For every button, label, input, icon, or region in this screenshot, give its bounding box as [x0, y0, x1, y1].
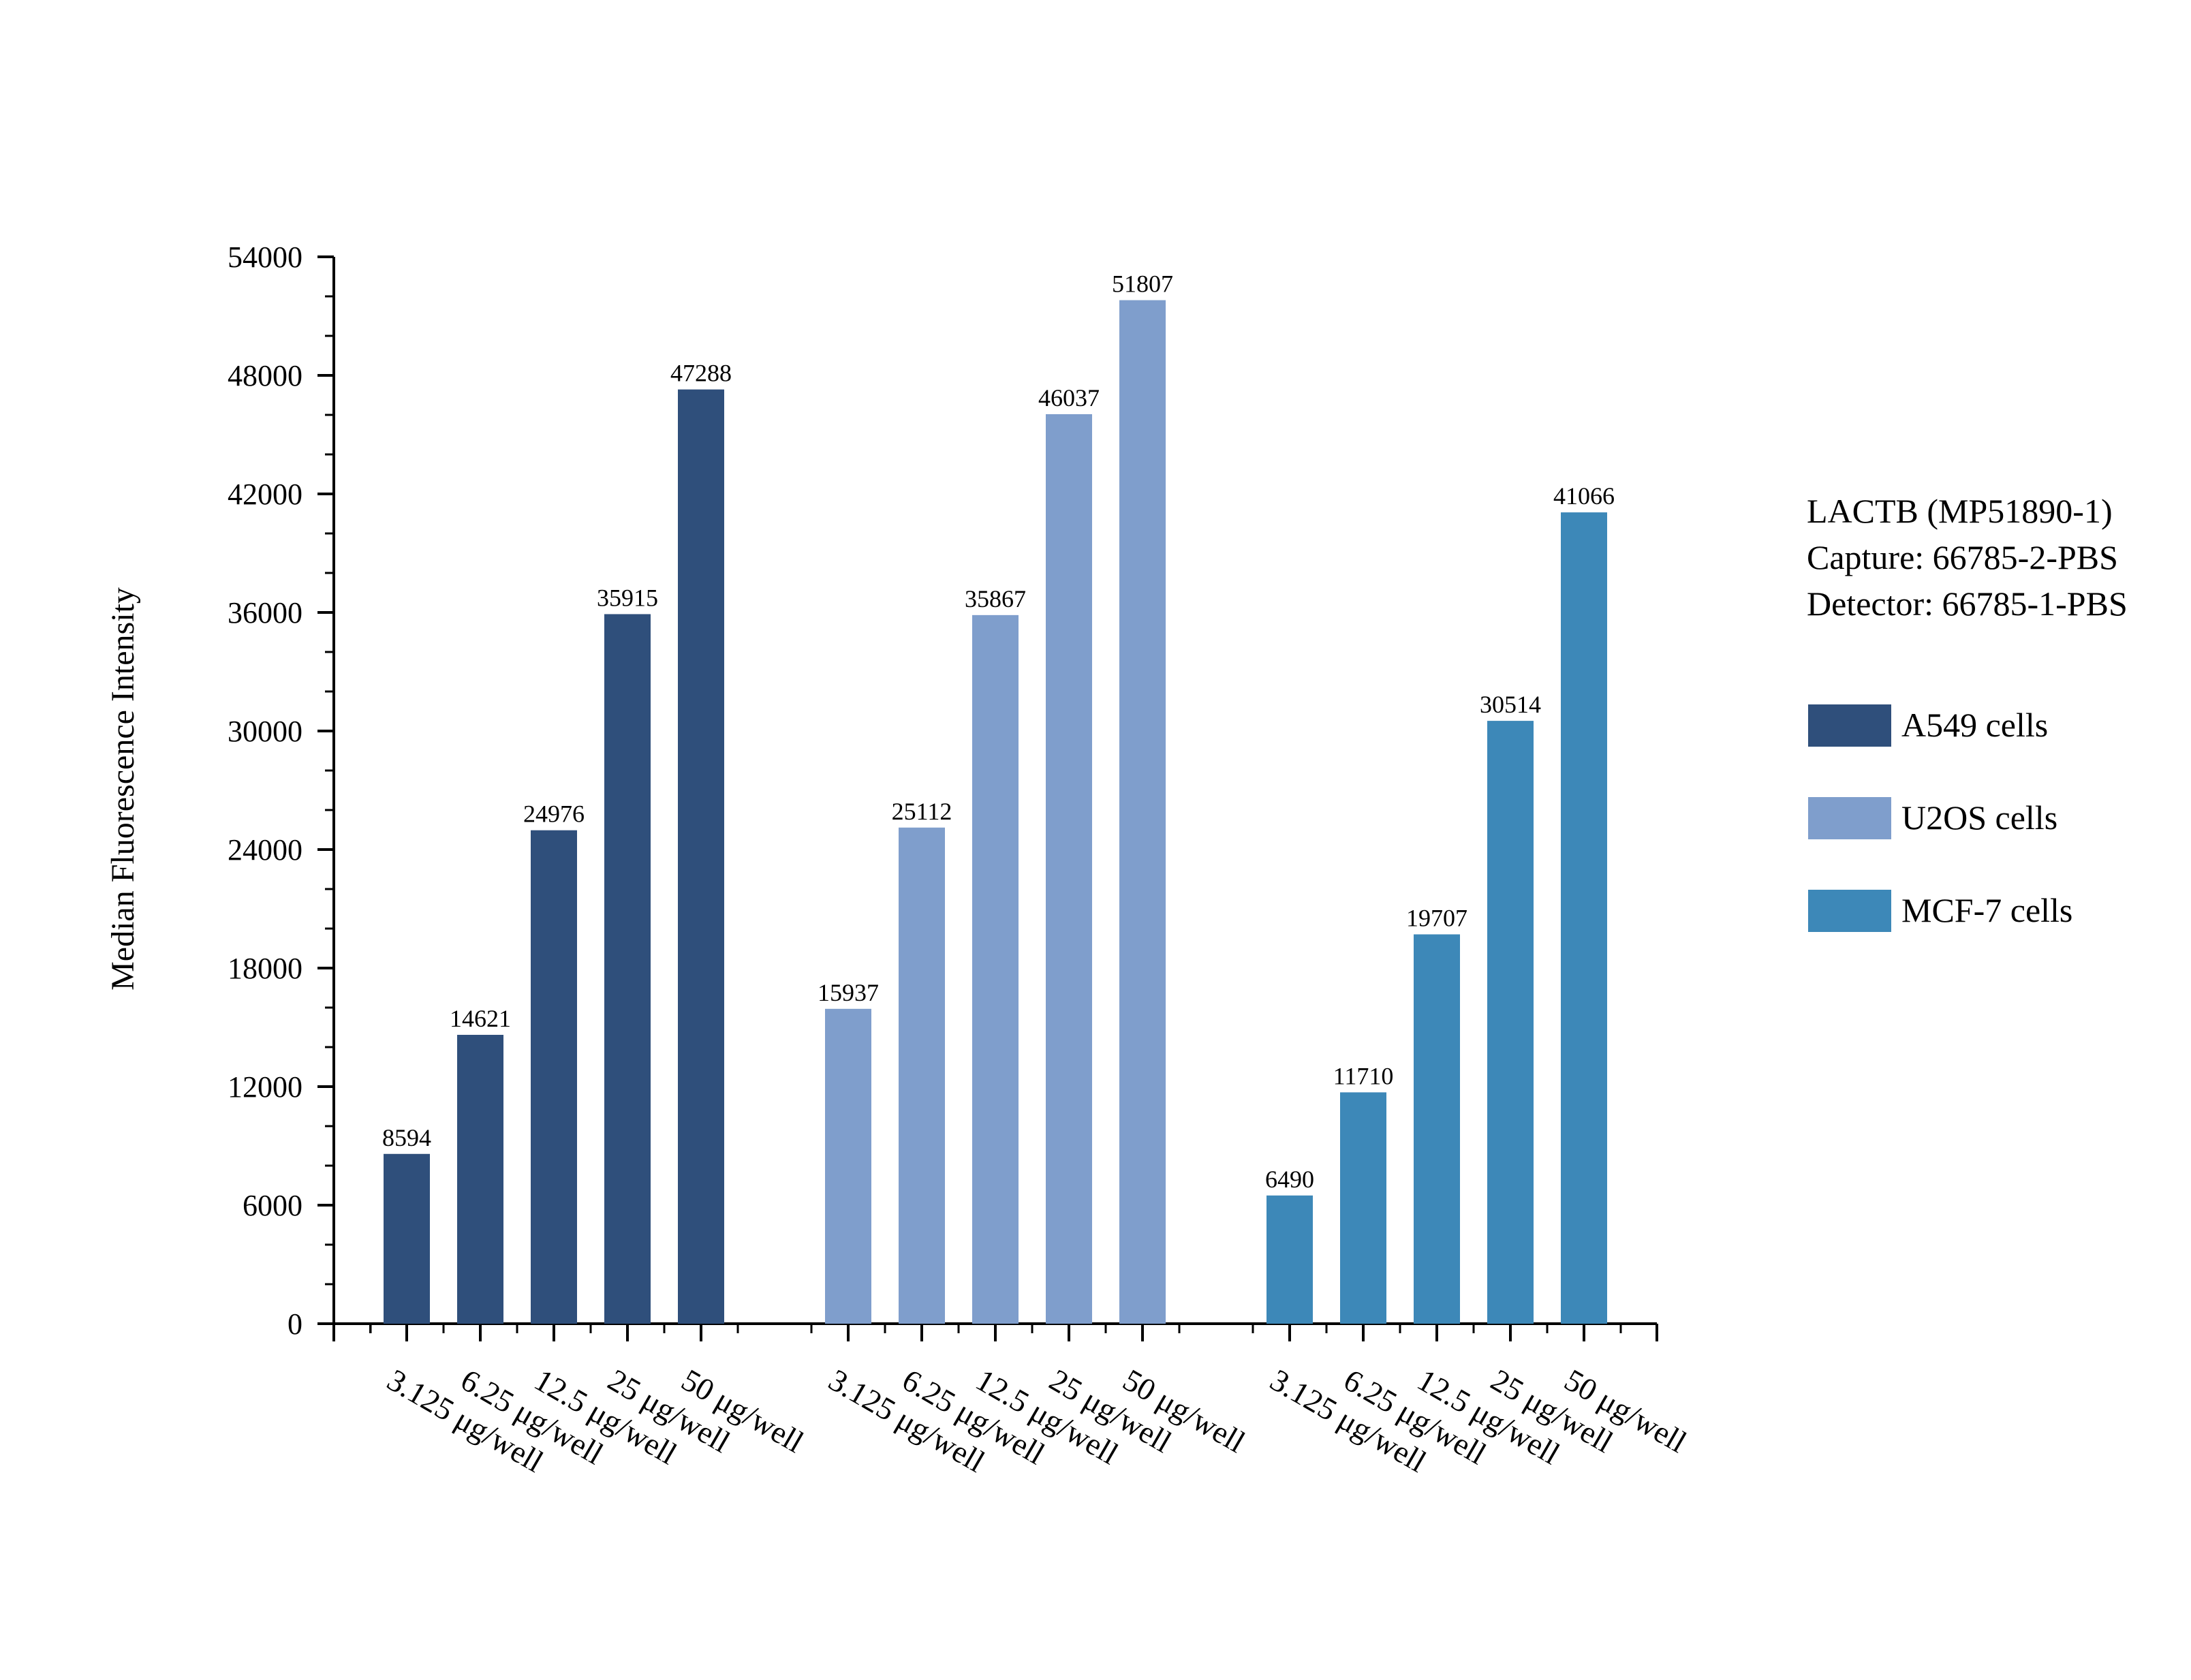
data-label: 41066 [1553, 482, 1615, 510]
data-label: 35867 [965, 585, 1026, 612]
bar-u2os-cells-3 [972, 615, 1019, 1324]
data-label: 8594 [382, 1124, 431, 1151]
bar-u2os-cells-2 [899, 827, 945, 1324]
data-label: 24976 [523, 800, 585, 828]
info-line-detector: Detector: 66785-1-PBS [1807, 585, 2128, 623]
y-tick-label: 24000 [228, 833, 302, 867]
bar-a549-cells-3 [531, 830, 577, 1324]
legend-swatch [1808, 704, 1891, 747]
bar-u2os-cells-4 [1046, 414, 1092, 1324]
y-tick-label: 42000 [228, 478, 302, 511]
y-tick-label: 18000 [228, 952, 302, 985]
legend-label: MCF-7 cells [1901, 891, 2072, 929]
y-tick-label: 36000 [228, 596, 302, 629]
bar-mcf-7-cells-2 [1340, 1092, 1386, 1324]
y-tick-label: 48000 [228, 359, 302, 392]
info-line-capture: Capture: 66785-2-PBS [1807, 538, 2118, 576]
y-tick-label: 6000 [243, 1189, 302, 1222]
y-axis-title: Median Fluorescence Intensity [105, 587, 141, 991]
data-label: 11710 [1333, 1062, 1394, 1089]
bar-a549-cells-5 [678, 389, 724, 1324]
y-tick-label: 12000 [228, 1070, 302, 1104]
data-label: 6490 [1265, 1166, 1314, 1193]
bar-mcf-7-cells-4 [1487, 721, 1534, 1324]
bar-a549-cells-4 [604, 614, 651, 1324]
data-label: 46037 [1038, 384, 1100, 411]
bar-mcf-7-cells-5 [1561, 512, 1607, 1324]
chart-info: LACTB (MP51890-1) Capture: 66785-2-PBS D… [1807, 492, 2128, 623]
legend-swatch [1808, 797, 1891, 839]
bar-u2os-cells-1 [825, 1008, 871, 1324]
data-label: 15937 [818, 979, 879, 1006]
bar-mcf-7-cells-1 [1267, 1195, 1313, 1324]
legend-swatch [1808, 890, 1891, 932]
bar-u2os-cells-5 [1119, 300, 1166, 1324]
y-tick-label: 30000 [228, 715, 302, 748]
data-labels: 8594 14621 24976 35915 47288 15937 25112 35867 4… [382, 270, 1615, 1193]
data-label: 47288 [670, 360, 732, 387]
data-label: 14621 [450, 1005, 511, 1032]
info-line-protein: LACTB (MP51890-1) [1807, 492, 2113, 530]
data-label: 35915 [597, 584, 658, 611]
legend-label: U2OS cells [1901, 798, 2057, 837]
bar-a549-cells-1 [384, 1153, 430, 1324]
y-tick-label: 0 [288, 1307, 302, 1341]
y-tick-label: 54000 [228, 240, 302, 274]
data-label: 19707 [1406, 904, 1467, 931]
legend: A549 cells U2OS cells MCF-7 cells [1808, 704, 2072, 932]
data-label: 30514 [1480, 691, 1541, 718]
bar-mcf-7-cells-3 [1414, 934, 1460, 1324]
bars [384, 300, 1607, 1324]
data-label: 51807 [1112, 270, 1173, 298]
legend-label: A549 cells [1901, 706, 2048, 744]
bar-a549-cells-2 [457, 1034, 503, 1324]
data-label: 25112 [892, 798, 952, 825]
